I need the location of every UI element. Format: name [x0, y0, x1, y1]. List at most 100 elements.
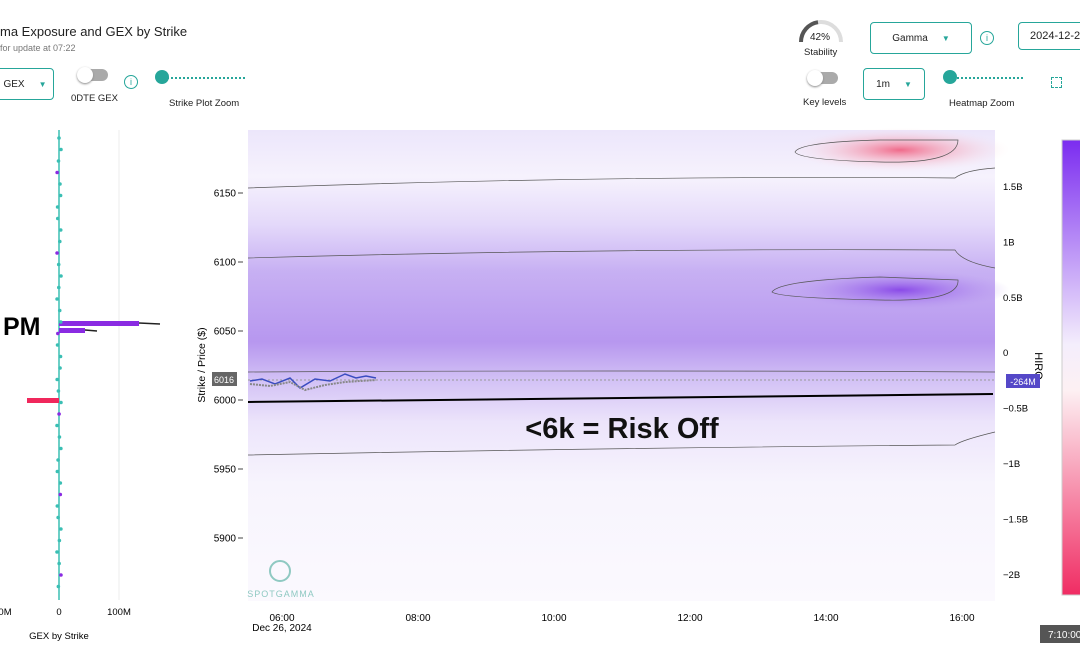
strike-dot	[56, 262, 61, 267]
x-tick-label: 14:00	[813, 613, 838, 624]
strike-dot	[55, 170, 59, 175]
fullscreen-icon[interactable]	[1051, 77, 1062, 88]
slider-knob[interactable]	[943, 70, 957, 84]
contour	[247, 431, 996, 456]
key-levels-toggle[interactable]	[807, 70, 838, 86]
strike-dot	[55, 469, 60, 474]
gex-bar	[59, 321, 139, 326]
strike-dot	[56, 285, 61, 290]
hiro-marker-label: -264M	[1010, 377, 1036, 387]
x-tick-label: 10:00	[541, 613, 566, 624]
contour	[247, 249, 996, 269]
stability-gauge	[798, 20, 843, 43]
strike-dot	[59, 274, 63, 278]
metric-select[interactable]: Gamma ▼	[870, 22, 972, 54]
error-bar	[84, 329, 98, 332]
select-text: Gamma	[892, 32, 928, 44]
watermark: SPOTGAMMA	[247, 589, 315, 599]
y-tick-label: 6100	[214, 258, 237, 269]
strike-dot	[59, 573, 63, 577]
stability-value: 42%	[810, 32, 831, 43]
strike-dot	[55, 504, 60, 508]
strike-dot	[56, 389, 61, 393]
strike-dot	[58, 193, 63, 198]
zoom-slider[interactable]	[160, 77, 245, 81]
hiro-tick-label: 0.5B	[1003, 293, 1023, 304]
strike-dot	[56, 159, 61, 163]
strike-dot	[57, 136, 61, 140]
hiro-marker	[1006, 374, 1040, 388]
strike-dot	[58, 366, 62, 370]
hiro-title: HIRO	[1032, 352, 1044, 380]
strike-dot	[55, 251, 59, 255]
interval-select[interactable]: 1m ▼	[863, 68, 925, 100]
hiro-tick-label: 0	[1003, 348, 1008, 359]
hiro-tick-label: 1B	[1003, 237, 1015, 248]
hiro-tick-label: −2B	[1003, 570, 1020, 581]
hiro-tick-label: 1.5B	[1003, 182, 1023, 193]
price-path	[249, 373, 377, 389]
gex-bar	[59, 328, 85, 333]
strike-dot	[57, 435, 62, 439]
slider-label: Heatmap Zoom	[949, 98, 1015, 109]
heatmap	[248, 130, 995, 601]
annotation: PM	[3, 313, 41, 341]
time-label: 7:10:00	[1048, 630, 1080, 641]
strike-dot	[58, 354, 63, 359]
heat-blob	[790, 270, 1010, 310]
contour	[247, 167, 996, 189]
y-tick-label: 5950	[214, 465, 237, 476]
date-input[interactable]: 2024-12-2	[1018, 22, 1080, 50]
contours	[247, 139, 996, 456]
gex-select[interactable]: GEX ▼	[0, 68, 54, 100]
strike-dot	[57, 538, 62, 543]
title: ma Exposure and GEX by Strike	[0, 24, 188, 39]
strike-dot	[58, 182, 62, 186]
dte-toggle[interactable]	[77, 67, 108, 83]
strike-dot	[59, 400, 63, 405]
y-tick-label: 6000	[214, 396, 237, 407]
error-bar	[138, 322, 161, 325]
time-tag	[1040, 625, 1080, 643]
info-icon[interactable]: i	[980, 31, 994, 45]
y-tick-label: 6050	[214, 327, 237, 338]
gauge-fill	[798, 20, 819, 43]
caret: ▼	[941, 33, 950, 43]
toggle-label: Key levels	[803, 97, 847, 108]
slider-label: Strike Plot Zoom	[169, 98, 240, 109]
annotation: <6k = Risk Off	[525, 413, 719, 445]
heat-blob	[790, 128, 1010, 172]
caret: ▼	[38, 79, 47, 89]
price-tag	[212, 372, 237, 386]
slider-knob[interactable]	[155, 70, 169, 84]
hiro-tick-label: −1B	[1003, 459, 1020, 470]
x-tick-label: 16:00	[949, 613, 974, 624]
strike-dot	[56, 458, 60, 462]
x-tick-label: 08:00	[405, 613, 430, 624]
x-tick-label: 06:00	[269, 613, 294, 624]
info-icon[interactable]: i	[124, 75, 138, 89]
caret: ▼	[903, 79, 912, 89]
strike-dot	[59, 527, 63, 531]
heatmap-slider[interactable]	[948, 77, 1023, 81]
x-tick-label: 0	[56, 607, 61, 618]
contour	[771, 276, 959, 301]
strike-dot	[55, 205, 60, 209]
strike-dot	[59, 446, 63, 451]
contour	[794, 139, 959, 163]
toggle-label: 0DTE GEX	[71, 93, 118, 104]
price-trend	[249, 379, 377, 392]
select-text: GEX	[3, 78, 25, 90]
subtitle: for update at 07:22	[0, 43, 76, 53]
contour	[247, 370, 996, 373]
x-tick-label: 0M	[0, 607, 12, 618]
strike-dot	[57, 412, 61, 416]
strike-dot	[55, 550, 59, 554]
strike-dot	[55, 297, 59, 301]
x-axis-title: GEX by Strike	[29, 631, 89, 642]
strike-dot	[58, 481, 63, 485]
strike-dot	[55, 423, 59, 428]
strike-dot	[56, 331, 60, 336]
